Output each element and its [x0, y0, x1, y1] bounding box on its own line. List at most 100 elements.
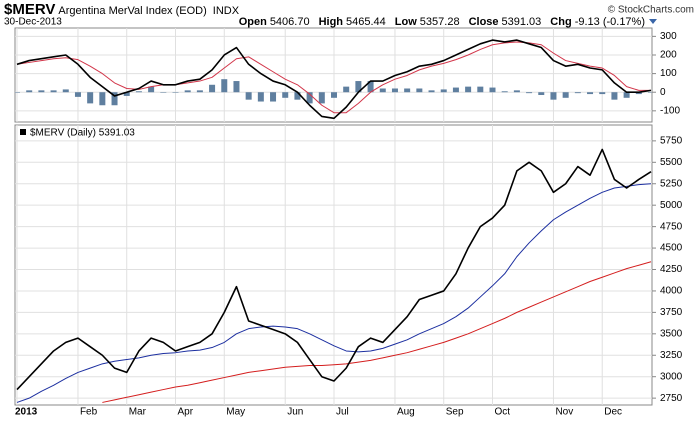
- series-line: [16, 41, 651, 114]
- histogram-bar: [148, 86, 155, 93]
- histogram-bar: [99, 92, 106, 106]
- dropdown-arrow[interactable]: [649, 19, 657, 24]
- histogram-bar: [74, 92, 81, 97]
- histogram-bar: [477, 86, 484, 93]
- histogram-bar: [465, 86, 472, 93]
- histogram-bar: [135, 91, 142, 93]
- y-tick-label: 100: [660, 68, 677, 79]
- histogram-bar: [62, 89, 69, 93]
- quote-label: Close: [469, 16, 499, 28]
- histogram-bar: [367, 81, 374, 93]
- histogram-bar: [270, 92, 277, 102]
- series-line: [16, 183, 652, 403]
- quote-label: Chg: [550, 16, 571, 28]
- histogram-bar: [635, 92, 642, 95]
- histogram-bar: [391, 88, 398, 93]
- histogram-bar: [196, 90, 203, 93]
- series-line: [16, 39, 652, 120]
- x-tick-label: Aug: [397, 407, 415, 418]
- histogram-bar: [513, 90, 520, 93]
- histogram-bar: [355, 81, 362, 93]
- y-tick-label: 3000: [660, 371, 683, 382]
- histogram-bar: [318, 92, 325, 104]
- histogram-bar: [15, 92, 20, 93]
- quote-value: 5357.28: [420, 16, 460, 28]
- quote-value: 5406.70: [270, 16, 310, 28]
- y-tick-label: 3750: [660, 307, 683, 318]
- histogram-bar: [343, 86, 350, 93]
- y-tick-label: 3250: [660, 350, 683, 361]
- histogram-bar: [599, 92, 606, 95]
- y-tick-label: 300: [660, 31, 677, 42]
- y-tick-label: -100: [660, 105, 680, 116]
- copyright: © StockCharts.com: [608, 5, 694, 16]
- histogram-bar: [452, 87, 459, 93]
- y-tick-label: 5250: [660, 178, 683, 189]
- legend-swatch: [20, 129, 26, 135]
- y-tick-label: 4500: [660, 243, 683, 254]
- y-tick-label: 5000: [660, 200, 683, 211]
- y-tick-label: 0: [660, 87, 666, 98]
- histogram-bar: [160, 92, 167, 93]
- x-tick-label: Jul: [336, 407, 349, 418]
- date: 30-Dec-2013: [4, 17, 62, 28]
- histogram-bar: [648, 92, 652, 93]
- series-line: [102, 261, 652, 403]
- histogram-bar: [623, 92, 630, 98]
- histogram-bar: [26, 90, 33, 93]
- histogram-bar: [257, 92, 264, 102]
- y-tick-label: 200: [660, 50, 677, 61]
- histogram-bar: [87, 92, 94, 104]
- histogram-bar: [172, 92, 179, 93]
- legend-label: $MERV (Daily) 5391.03: [30, 128, 135, 139]
- plot-layer: [15, 125, 652, 405]
- index-name: Argentina MerVal Index (EOD): [58, 5, 206, 17]
- quote-value: -9.13 (-0.17%): [575, 16, 645, 28]
- histogram-bar: [428, 90, 435, 93]
- histogram-bar: [489, 87, 496, 93]
- y-tick-label: 2750: [660, 393, 683, 404]
- histogram-bar: [282, 92, 289, 98]
- histogram-bar: [526, 92, 533, 94]
- x-tick-label: Sep: [446, 407, 464, 418]
- histogram-bar: [611, 92, 618, 100]
- y-tick-label: 4000: [660, 286, 683, 297]
- quote-label: Open: [239, 16, 267, 28]
- histogram-bar: [440, 89, 447, 93]
- histogram-bar: [184, 90, 191, 93]
- x-tick-label: Jun: [287, 407, 303, 418]
- x-tick-label: Mar: [129, 407, 147, 418]
- histogram-bar: [501, 91, 508, 93]
- x-tick-label: 2013: [15, 407, 38, 418]
- x-tick-label: Feb: [80, 407, 98, 418]
- histogram-bar: [221, 79, 228, 93]
- histogram-bar: [50, 90, 57, 93]
- plot-layer: [15, 28, 652, 122]
- x-tick-label: May: [226, 407, 245, 418]
- histogram-bar: [416, 88, 423, 93]
- histogram-bar: [233, 81, 240, 93]
- histogram-bar: [38, 90, 45, 93]
- histogram-bar: [111, 92, 118, 106]
- histogram-bar: [538, 92, 545, 96]
- x-tick-label: Apr: [178, 407, 194, 418]
- histogram-bar: [209, 84, 216, 93]
- quote-label: Low: [395, 16, 417, 28]
- y-tick-label: 3500: [660, 328, 683, 339]
- quote-value: 5391.03: [502, 16, 542, 28]
- histogram-bar: [331, 92, 337, 98]
- y-tick-label: 5500: [660, 157, 683, 168]
- histogram-bar: [562, 92, 569, 98]
- histogram-bar: [404, 88, 411, 93]
- exchange: INDX: [213, 5, 240, 17]
- y-tick-label: 4250: [660, 264, 683, 275]
- y-tick-label: 5750: [660, 136, 683, 147]
- quote-label: High: [319, 16, 344, 28]
- histogram-bar: [123, 92, 130, 96]
- histogram-bar: [550, 92, 557, 100]
- x-tick-label: Oct: [495, 407, 511, 418]
- histogram-bar: [306, 92, 313, 104]
- x-tick-label: Nov: [555, 407, 573, 418]
- x-tick-label: Dec: [604, 407, 622, 418]
